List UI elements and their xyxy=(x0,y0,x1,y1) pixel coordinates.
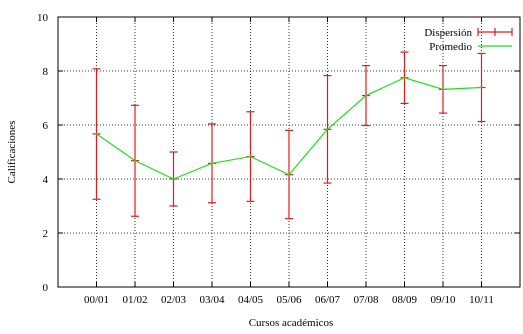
y-tick-label: 2 xyxy=(43,228,49,240)
legend-label-promedio: Promedio xyxy=(429,41,472,53)
x-tick-label: 04/05 xyxy=(238,294,264,306)
average-point xyxy=(95,133,98,135)
y-tick-label: 8 xyxy=(43,66,49,78)
average-point xyxy=(172,178,175,180)
x-tick-label: 08/09 xyxy=(392,294,418,306)
x-tick-label: 02/03 xyxy=(161,294,187,306)
average-point xyxy=(211,162,213,165)
y-tick-label: 4 xyxy=(43,174,49,186)
y-axis: 0 2 4 6 8 10 xyxy=(37,12,520,294)
legend-label-dispersion: Dispersión xyxy=(424,27,472,39)
average-point xyxy=(288,173,290,176)
y-tick-label: 10 xyxy=(37,12,49,24)
average-point xyxy=(134,159,136,162)
x-tick-label: 00/01 xyxy=(84,294,109,306)
average-series xyxy=(95,76,483,180)
x-tick-label: 03/04 xyxy=(199,294,225,306)
x-axis-label: Cursos académicos xyxy=(249,317,334,329)
x-axis: 00/01 01/02 02/03 03/04 04/05 05/06 06/07 07/08… xyxy=(84,17,494,306)
y-tick-label: 0 xyxy=(43,282,49,294)
average-point xyxy=(365,94,367,97)
average-point xyxy=(442,88,444,91)
average-point xyxy=(249,155,252,158)
x-tick-label: 06/07 xyxy=(315,294,341,306)
x-tick-label: 01/02 xyxy=(122,294,147,306)
x-tick-label: 10/11 xyxy=(469,294,494,306)
average-point xyxy=(480,86,483,89)
x-tick-label: 09/10 xyxy=(430,294,456,306)
average-point xyxy=(403,76,406,79)
legend: Dispersión Promedio xyxy=(424,27,513,53)
y-axis-label: Calificaciones xyxy=(6,121,18,184)
x-tick-label: 05/06 xyxy=(276,294,302,306)
y-tick-label: 6 xyxy=(43,120,49,132)
average-point xyxy=(326,128,329,131)
x-tick-label: 07/08 xyxy=(353,294,379,306)
